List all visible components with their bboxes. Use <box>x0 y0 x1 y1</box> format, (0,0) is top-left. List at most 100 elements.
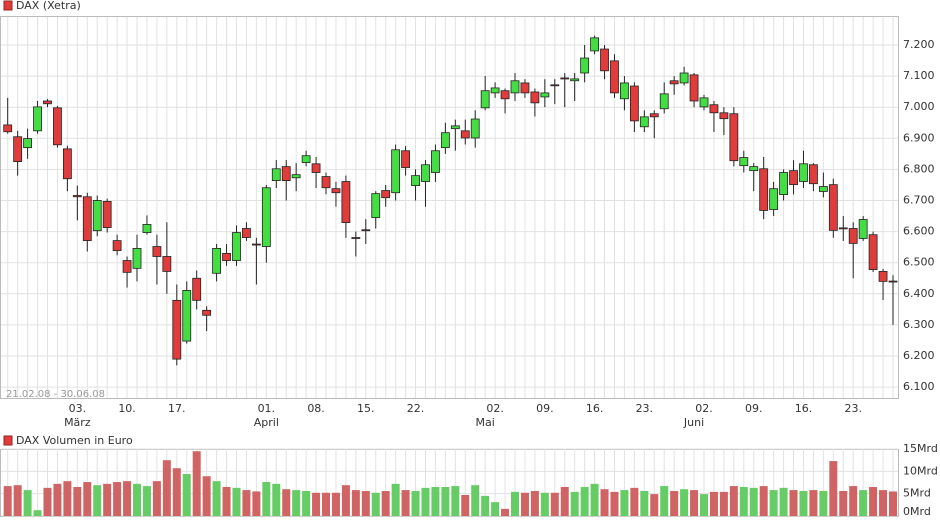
candle-body <box>142 224 152 233</box>
x-tick-label: 22. <box>407 402 425 415</box>
volume-bar <box>93 485 102 516</box>
candle-body <box>699 97 709 108</box>
volume-bar <box>570 491 579 516</box>
volume-bar <box>600 489 609 516</box>
candle-body <box>769 188 779 210</box>
y-tick-label: 0Mrd <box>903 505 931 518</box>
volume-bar <box>451 486 460 516</box>
volume-bar <box>709 491 718 516</box>
candle-body <box>848 228 858 244</box>
candle-body <box>620 82 629 100</box>
x-tick-label: 16. <box>586 402 604 415</box>
y-tick-label: 6.100 <box>903 380 935 393</box>
volume-bar <box>33 510 42 516</box>
candle-body <box>888 280 898 283</box>
volume-bar <box>839 490 848 516</box>
volume-bar <box>461 495 470 516</box>
y-tick-label: 6.200 <box>903 349 935 362</box>
volume-bar <box>859 490 868 516</box>
y-tick-label: 7.100 <box>903 69 935 82</box>
candle-body <box>13 136 23 163</box>
candle-body <box>729 113 739 162</box>
volume-title: DAX Volumen in Euro <box>16 434 133 447</box>
candle-body <box>162 256 172 272</box>
candle-body <box>600 48 609 72</box>
candle-body <box>659 93 669 110</box>
candle-body <box>550 84 560 87</box>
candle-body <box>82 196 92 242</box>
volume-bar <box>809 490 818 516</box>
candle-body <box>421 164 430 182</box>
volume-bar <box>103 483 112 516</box>
volume-bar <box>471 485 480 516</box>
month-label: Juni <box>683 416 704 429</box>
candle-body <box>411 175 420 186</box>
volume-bar <box>580 486 589 516</box>
date-range: 21.02.08 - 30.06.08 <box>6 389 105 400</box>
candle-body <box>480 90 490 109</box>
volume-bar <box>819 490 828 516</box>
candle-body <box>152 246 162 257</box>
volume-bar <box>73 486 82 516</box>
volume-bar <box>799 490 808 516</box>
month-label: Mai <box>476 416 495 429</box>
volume-bar <box>829 461 838 516</box>
candle-body <box>321 176 331 189</box>
volume-bar <box>361 490 370 516</box>
candle-body <box>251 243 261 246</box>
candle-body <box>868 234 878 270</box>
volume-bar <box>242 490 251 516</box>
y-tick-label: 6.300 <box>903 318 935 331</box>
volume-bar <box>540 492 549 516</box>
candle-body <box>878 271 888 282</box>
volume-bar <box>610 491 619 516</box>
volume-bar <box>162 460 171 516</box>
candle-body <box>331 188 341 194</box>
volume-bar <box>769 490 778 516</box>
volume-bar <box>431 486 440 516</box>
candle-body <box>570 78 580 82</box>
volume-bar <box>481 495 490 516</box>
candle-body <box>679 72 689 84</box>
x-tick-label: 09. <box>745 402 763 415</box>
y-tick-label: 6.900 <box>903 131 935 144</box>
volume-bar <box>511 491 520 516</box>
candle-body <box>639 116 649 128</box>
month-label: April <box>254 416 279 429</box>
volume-bar <box>620 490 629 516</box>
candle-body <box>242 228 251 238</box>
volume-bar <box>759 486 768 516</box>
y-tick-label: 6.700 <box>903 194 935 207</box>
candle-body <box>43 100 52 105</box>
candle-body <box>371 193 381 219</box>
volume-bar <box>550 492 559 516</box>
candle-body <box>222 252 231 261</box>
x-tick-label: 02. <box>486 402 504 415</box>
candle-body <box>361 229 371 232</box>
volume-bar <box>113 482 122 516</box>
candle-body <box>739 157 749 167</box>
y-tick-label: 6.600 <box>903 225 935 238</box>
candle-body <box>779 172 788 195</box>
x-tick-label: 17. <box>168 402 186 415</box>
volume-bar <box>680 489 689 516</box>
volume-bar <box>282 489 291 516</box>
volume-bar <box>401 490 410 516</box>
candle-body <box>122 260 132 273</box>
volume-bar <box>501 508 510 516</box>
candle-body <box>261 187 271 247</box>
candle-body <box>3 124 13 133</box>
volume-bar <box>83 482 92 516</box>
volume-bar <box>302 490 311 516</box>
volume-bar <box>789 490 798 516</box>
y-tick-label: 5Mrd <box>903 487 931 500</box>
title-icon <box>3 435 13 446</box>
candle-body <box>818 186 828 192</box>
volume-bar <box>272 483 281 516</box>
candle-body <box>858 219 868 239</box>
candle-body <box>460 130 470 139</box>
volume-bar <box>53 483 62 516</box>
volume-bar <box>779 487 788 516</box>
volume-bar <box>262 482 271 516</box>
